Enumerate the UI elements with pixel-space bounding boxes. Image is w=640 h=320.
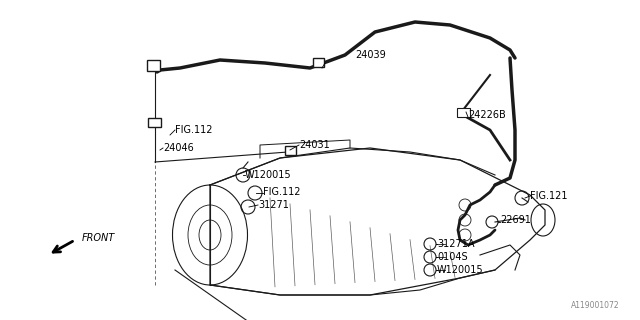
FancyBboxPatch shape (456, 108, 470, 116)
Text: 31271: 31271 (258, 200, 289, 210)
FancyBboxPatch shape (312, 58, 323, 67)
Text: 31271A: 31271A (437, 239, 474, 249)
FancyBboxPatch shape (147, 60, 159, 70)
Text: 0104S: 0104S (437, 252, 468, 262)
Text: A119001072: A119001072 (572, 301, 620, 310)
Polygon shape (210, 148, 545, 295)
Text: FIG.112: FIG.112 (263, 187, 301, 197)
FancyBboxPatch shape (147, 117, 161, 126)
Text: FIG.112: FIG.112 (175, 125, 212, 135)
Text: 22691: 22691 (500, 215, 531, 225)
Text: W120015: W120015 (245, 170, 292, 180)
Text: FIG.121: FIG.121 (530, 191, 568, 201)
Text: 24031: 24031 (299, 140, 330, 150)
Text: 24046: 24046 (163, 143, 194, 153)
Text: FRONT: FRONT (82, 233, 115, 243)
Text: 24039: 24039 (355, 50, 386, 60)
FancyBboxPatch shape (285, 146, 296, 155)
Text: 24226B: 24226B (468, 110, 506, 120)
Text: W120015: W120015 (437, 265, 484, 275)
